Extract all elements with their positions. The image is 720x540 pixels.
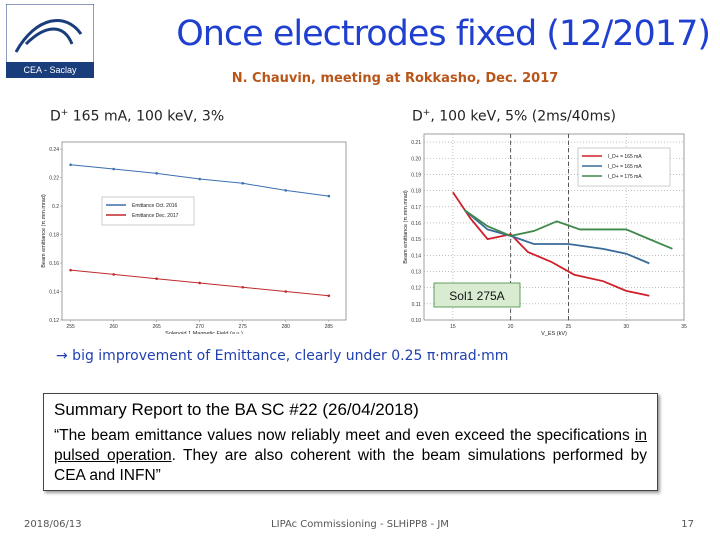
x-tick-label: 275 [239, 324, 248, 330]
x-tick-label: 15 [450, 324, 456, 330]
y-tick-label: 0.21 [411, 140, 421, 146]
y-tick-label: 0.19 [411, 172, 421, 178]
caption: D+, 100 keV, 5% (2ms/40ms) [412, 108, 616, 125]
data-point [327, 294, 331, 298]
y-tick-label: 0.20 [411, 156, 421, 162]
x-tick-label: 35 [681, 324, 687, 330]
summary-box: Summary Report to the BA SC #22 (26/04/2… [43, 393, 658, 491]
data-point [241, 285, 245, 289]
legend-box [577, 147, 671, 187]
data-point [284, 290, 288, 293]
chart: 0.12 0.14 0.16 0.18 0.2 0.22 0.24 255 260 265 270 2… [41, 141, 347, 334]
footer-date: 2018/06/13 [24, 519, 82, 530]
footer-page: 17 [681, 519, 694, 530]
x-tick-label: 255 [66, 324, 75, 330]
data-point [155, 172, 158, 175]
data-point [198, 281, 201, 285]
logo-mark [14, 18, 83, 53]
caption-sup: + [422, 108, 431, 118]
data-line [463, 209, 650, 265]
y-tick-label: 0.13 [411, 269, 421, 275]
y-tick-label: 0.16 [411, 221, 421, 227]
y-tick-label: 0.12 [49, 318, 59, 324]
logo-text: CEA - Saclay [23, 65, 77, 75]
y-tick-label: 0.16 [49, 261, 59, 267]
caption-sup: + [60, 108, 69, 118]
x-tick-label: 30 [623, 324, 629, 330]
conclusion: → big improvement of Emittance, clearly … [56, 348, 509, 364]
y-axis-label: Beam emittance (π.mm.mrad) [41, 194, 47, 268]
y-tick-label: 0.10 [411, 318, 421, 324]
data-point [327, 194, 331, 198]
x-axis-label: V_ES (kV) [541, 331, 567, 337]
plot-area [61, 141, 347, 321]
legend-box [101, 196, 195, 226]
x-tick-label: 285 [325, 324, 334, 330]
caption: D+ 165 mA, 100 keV, 3% [50, 108, 224, 125]
annotation-box [433, 282, 521, 308]
logo-band [6, 62, 94, 78]
data-point [69, 268, 72, 272]
data-point [155, 277, 158, 281]
data-point [112, 167, 115, 171]
chart: 0.10 0.11 0.12 0.13 0.14 0.15 0.16 0.17 0.18 0.19… [403, 133, 687, 337]
caption-text: D [50, 108, 61, 125]
y-tick-label: 0.12 [411, 286, 421, 292]
quote-text: . They are also coherent with the beam s… [54, 447, 647, 484]
caption-text: , 100 keV, 5% (2ms/40ms) [430, 108, 616, 125]
data-point [112, 273, 115, 276]
legend-label: I_D+ = 165 mA [608, 164, 642, 170]
summary-quote: “The beam emittance values now reliably … [54, 426, 647, 486]
caption-text: 165 mA, 100 keV, 3% [68, 108, 225, 125]
quote-text: “The beam emittance values now reliably … [54, 427, 635, 444]
annotation: Sol1 275A [449, 289, 504, 303]
y-tick-label: 0.17 [411, 205, 421, 211]
y-tick-label: 0.14 [49, 290, 59, 296]
y-tick-label: 0.2 [52, 204, 59, 210]
y-tick-label: 0.22 [49, 176, 59, 182]
y-tick-label: 0.15 [411, 237, 421, 243]
y-tick-label: 0.18 [411, 189, 421, 195]
subtitle: N. Chauvin, meeting at Rokkasho, Dec. 20… [231, 71, 559, 86]
caption-text: D [412, 108, 423, 125]
legend-label: I_D+ = 165 mA [608, 154, 642, 160]
y-axis-label: Beam emittance (π.mm.mrad) [403, 190, 409, 264]
logo: CEA - Saclay [6, 4, 94, 78]
y-tick-label: 0.18 [49, 233, 59, 239]
title: Once electrodes fixed (12/2017) [176, 14, 711, 54]
quote-underline: in pulsed operation [54, 427, 647, 464]
x-tick-label: 265 [152, 324, 161, 330]
x-tick-label: 25 [566, 324, 572, 330]
y-tick-label: 0.24 [49, 147, 59, 153]
data-point [198, 177, 201, 181]
footer-center: LIPAc Commissioning - SLHiPP8 - JM [271, 519, 449, 530]
legend-label: Emittance Dec. 2017 [132, 213, 179, 219]
x-tick-label: 280 [282, 324, 291, 330]
y-tick-label: 0.11 [412, 302, 422, 308]
y-tick-label: 0.14 [411, 253, 421, 259]
summary-title: Summary Report to the BA SC #22 (26/04/2… [54, 400, 419, 419]
legend-label: I_D+ = 175 mA [608, 174, 642, 180]
x-tick-label: 260 [109, 324, 118, 330]
data-line [452, 191, 650, 297]
x-tick-label: 270 [196, 324, 205, 330]
x-tick-label: 20 [508, 324, 514, 330]
x-axis-label: Solenoid 1 Magnetic Field (a.u.) [165, 331, 243, 334]
data-point [69, 163, 72, 167]
data-line [463, 209, 673, 250]
data-point [284, 189, 288, 192]
legend-label: Emittance Oct. 2016 [132, 203, 178, 209]
data-point [241, 181, 245, 185]
